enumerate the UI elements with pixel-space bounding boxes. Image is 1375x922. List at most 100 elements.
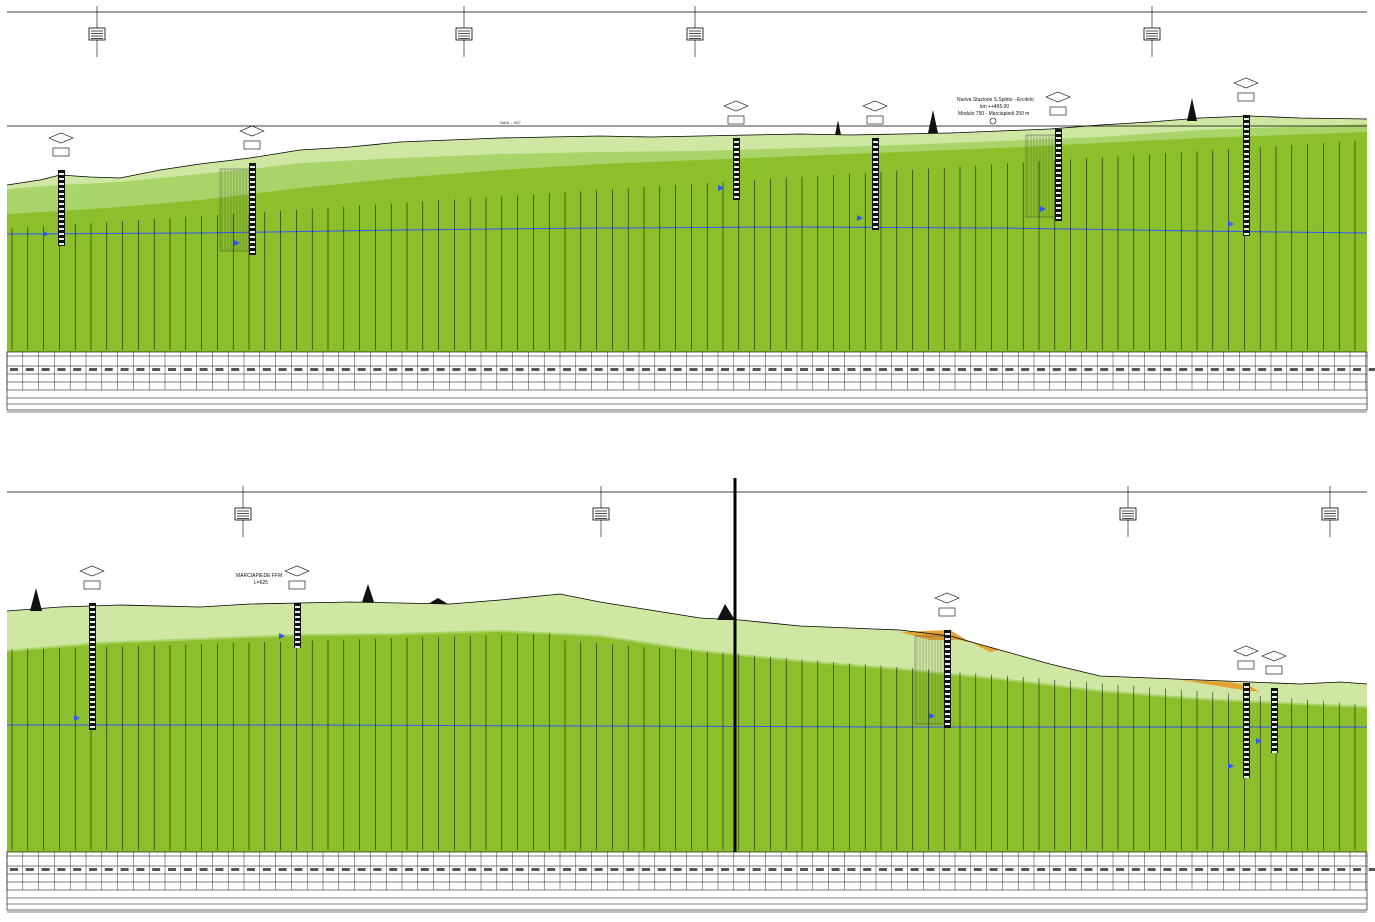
strip-value-mark [1100,368,1109,371]
borehole-sample [90,661,95,663]
alignment-label-length: L=625 [254,580,268,586]
strip-value-mark [1005,868,1014,871]
strip-value-mark [152,368,161,371]
borehole-sample [1056,197,1061,199]
borehole-sample [1244,711,1249,713]
borehole-sample [1272,746,1277,748]
strip-value-mark [736,368,745,371]
strip-value-mark [1052,868,1061,871]
water-level-icon [1228,221,1234,227]
borehole-sample [59,228,64,230]
strip-value-mark [1005,368,1014,371]
strip-value-mark [563,868,571,871]
strip-value-mark [847,868,856,871]
borehole-sample [250,181,255,183]
borehole-sample [1244,208,1249,210]
strip-value-mark [373,368,382,371]
strip-value-mark [768,868,777,871]
borehole-sample [1244,223,1249,225]
water-level-icon [234,240,240,246]
water-level-icon [1228,763,1234,769]
strip-value-mark [831,868,840,871]
strip-value-mark [168,868,176,871]
strip-value-mark [1052,368,1061,371]
borehole-sample [873,181,878,183]
strip-value-mark [1195,368,1203,371]
strip-value-mark [326,368,334,371]
profile-panel-top: SA01 - 3G7 Nuova Stazione S.Spirito - Er… [6,6,1375,413]
borehole-sample [945,673,950,675]
borehole-sample [1244,776,1249,778]
alignment-label: SA01 - 3G7 [500,120,522,125]
strip-value-mark [468,868,477,871]
borehole-sample [945,688,950,690]
borehole-sample [90,611,95,613]
borehole-sample [945,653,950,655]
borehole-sample [1272,751,1277,753]
borehole-sample [250,196,255,198]
tree-symbol [928,110,938,133]
borehole-sample [1272,701,1277,703]
borehole-sample [873,151,878,153]
water-level-icon [74,715,80,721]
borehole-id-badge [1233,645,1259,657]
strip-value-mark [1195,868,1203,871]
tree-symbol [1187,98,1197,121]
borehole-sample [734,146,739,148]
borehole-sample [250,251,255,253]
strip-value-mark [73,368,82,371]
strip-value-mark [247,368,255,371]
borehole-sample [873,216,878,218]
strip-value-mark [926,868,935,871]
borehole-sample [873,186,878,188]
strip-value-mark [689,368,698,371]
station-name-label: Nuova Stazione S.Spirito - Ercitelo [957,97,1034,103]
borehole-sample [250,226,255,228]
strip-value-mark [10,868,18,871]
strip-value-mark [1210,868,1219,871]
strip-value-mark [1353,868,1361,871]
strip-value-mark [57,868,66,871]
borehole-column [294,603,301,648]
borehole-sample [873,156,878,158]
borehole-sample [90,686,95,688]
strip-value-mark [673,868,682,871]
borehole-sample [295,621,300,623]
borehole-sample [295,641,300,643]
borehole-sample [945,638,950,640]
borehole-id-badge [934,592,960,604]
borehole-sample [945,708,950,710]
borehole-tag [83,580,101,590]
strip-value-mark [1179,368,1188,371]
strip-value-mark [942,368,951,371]
borehole-sample [90,606,95,608]
borehole-sample [1244,766,1249,768]
strip-value-mark [989,368,998,371]
borehole-sample [1056,167,1061,169]
strip-value-mark [499,368,508,371]
borehole-column [1271,688,1278,753]
strip-value-mark [657,868,666,871]
borehole-sample [1244,163,1249,165]
borehole-sample [1244,228,1249,230]
alignment-label: MARCIAPIEDE FFM [236,573,282,579]
borehole-column [1055,129,1062,221]
strip-value-mark [25,368,34,371]
strip-value-mark [1021,368,1030,371]
borehole-sample [295,611,300,613]
borehole-sample [1056,177,1061,179]
tree-symbol [362,584,374,602]
borehole-sample [295,616,300,618]
borehole-sample [90,721,95,723]
strip-value-mark [57,368,66,371]
borehole-sample [1244,123,1249,125]
strip-value-mark [721,868,729,871]
strip-value-mark [784,368,793,371]
strip-value-mark [436,868,445,871]
strip-value-mark [373,868,382,871]
borehole-sample [945,683,950,685]
lower-soil-layer [7,130,1367,352]
strip-value-mark [1131,368,1140,371]
strip-value-mark [1289,868,1298,871]
strip-value-mark [341,368,350,371]
